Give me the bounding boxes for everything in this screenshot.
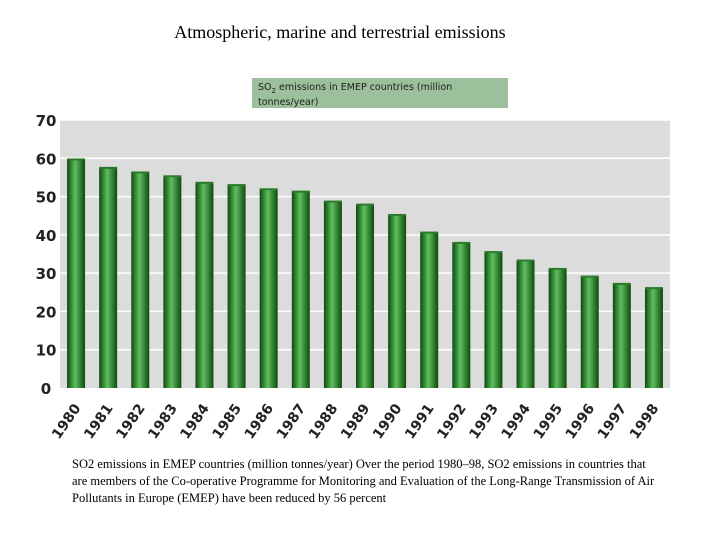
bar: [67, 159, 86, 388]
bar: [388, 214, 407, 388]
bar-cap: [356, 203, 374, 206]
bar: [484, 252, 503, 388]
bar-cap: [548, 267, 567, 270]
y-tick-label: 50: [36, 189, 57, 207]
bar: [163, 176, 182, 388]
x-tick-label: 1988: [306, 401, 341, 442]
x-tick-label: 1980: [49, 401, 85, 442]
bar-cap: [516, 259, 535, 262]
bar-cap: [67, 158, 86, 161]
bar: [323, 201, 342, 388]
bar: [195, 182, 214, 388]
x-tick-label: 1997: [595, 401, 630, 442]
x-tick-label: 1987: [274, 401, 309, 442]
bar-cap: [612, 282, 631, 285]
bar: [99, 167, 118, 388]
bar-cap: [452, 241, 471, 244]
bar-cap: [259, 188, 278, 191]
y-tick-label: 30: [36, 265, 57, 283]
x-tick-label: 1995: [531, 401, 566, 442]
x-tick-label: 1986: [242, 401, 277, 442]
bar: [612, 283, 631, 388]
x-tick-label: 1981: [81, 401, 116, 442]
bar-cap: [195, 181, 214, 184]
x-tick-label: 1985: [210, 401, 245, 442]
bar-cap: [484, 251, 503, 254]
x-tick-label: 1998: [627, 401, 662, 442]
bar-cap: [323, 200, 342, 203]
y-tick-label: 10: [36, 342, 57, 360]
x-tick-label: 1996: [563, 401, 598, 442]
x-tick-label: 1993: [466, 401, 501, 442]
bar-cap: [580, 275, 599, 278]
bar-cap: [291, 190, 310, 193]
bar-cap: [99, 166, 118, 169]
x-tick-label: 1982: [113, 401, 148, 442]
bar-cap: [227, 184, 246, 187]
legend-label-part1: SO: [258, 82, 272, 93]
x-tick-label: 1991: [402, 401, 437, 442]
legend-box: SO2 emissions in EMEP countries (million…: [252, 78, 508, 108]
x-tick-label: 1992: [434, 401, 469, 442]
bar-cap: [163, 175, 182, 178]
x-tick-label: 1989: [338, 401, 373, 442]
bar-cap: [388, 213, 407, 216]
figure-caption: SO2 emissions in EMEP countries (million…: [72, 457, 655, 505]
legend-label-part2: emissions in EMEP countries (million ton…: [258, 82, 453, 108]
x-tick-label: 1984: [177, 401, 213, 442]
bar: [291, 191, 310, 388]
y-tick-label: 20: [36, 303, 57, 321]
x-tick-label: 1990: [370, 401, 406, 442]
bar: [548, 268, 567, 388]
y-tick-label: 60: [36, 150, 57, 168]
y-tick-label: 40: [36, 227, 57, 245]
y-tick-label: 0: [41, 380, 51, 398]
bar: [580, 276, 599, 388]
bar: [644, 288, 663, 388]
y-tick-label: 70: [36, 112, 57, 130]
bar: [259, 189, 278, 388]
bar-cap: [420, 231, 439, 234]
bar-cap: [131, 171, 150, 174]
bar: [131, 172, 150, 388]
x-tick-label: 1994: [499, 401, 535, 442]
chart-title: Atmospheric, marine and terrestrial emis…: [174, 22, 506, 42]
bar: [356, 204, 374, 388]
bar: [420, 232, 439, 388]
bar: [452, 242, 471, 388]
bar-chart: 0102030405060701980198119821983198419851…: [36, 112, 670, 442]
legend-label-subscript: 2: [271, 86, 276, 95]
bar: [516, 260, 535, 388]
bar-cap: [644, 287, 663, 290]
bar: [227, 185, 246, 388]
x-tick-label: 1983: [145, 401, 180, 442]
